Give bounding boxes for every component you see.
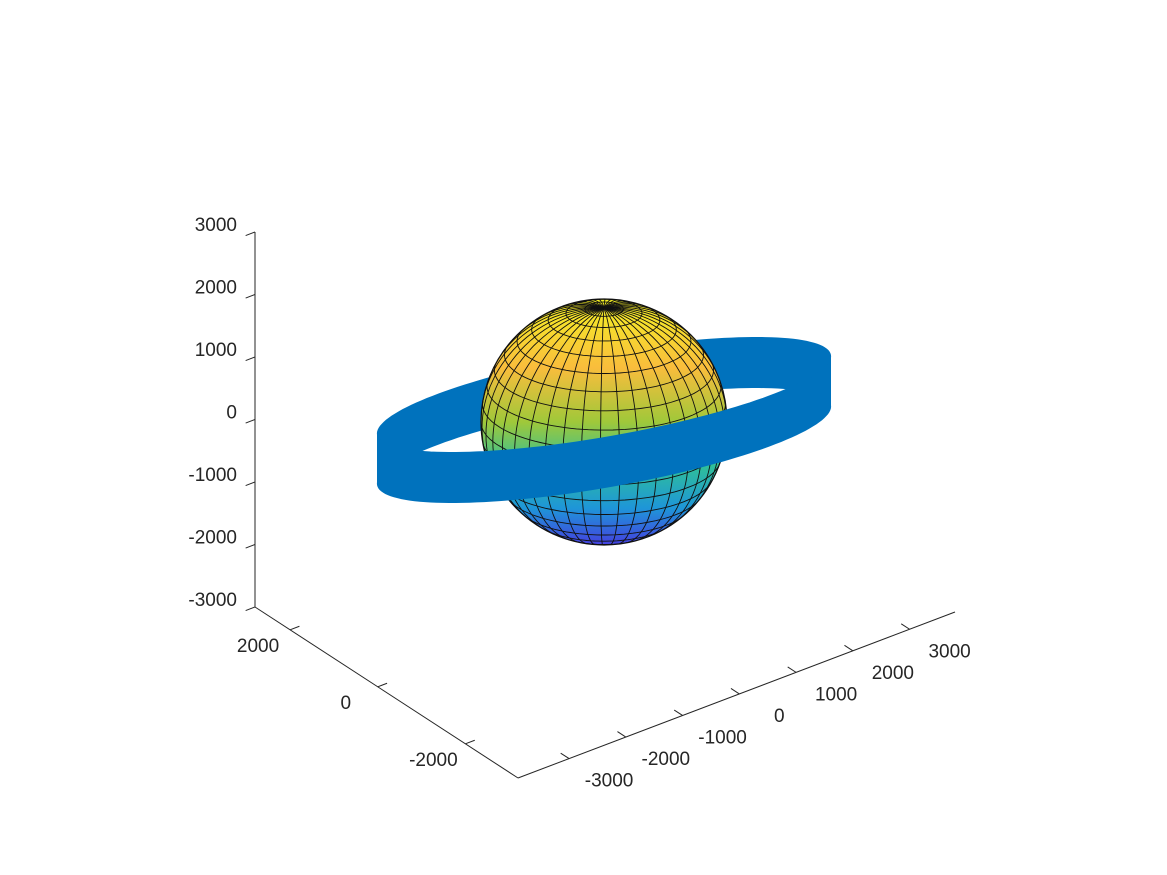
mesh-line [603, 307, 702, 534]
y-tick-label: 2000 [237, 636, 279, 657]
z-tick-label: 2000 [195, 278, 237, 299]
z-tick [245, 606, 256, 612]
z-tick [245, 294, 256, 299]
mesh-line [481, 307, 605, 464]
z-tick [245, 419, 256, 424]
mesh-line [544, 307, 605, 544]
mesh-line [528, 307, 605, 541]
y-tick [465, 739, 475, 745]
x-tick-label: 2000 [872, 663, 914, 684]
x-tick [844, 644, 854, 652]
z-tick-label: -3000 [188, 590, 237, 611]
y-tick-label: 0 [340, 693, 351, 714]
z-tick-label: 3000 [195, 215, 237, 236]
axis-line [254, 606, 519, 779]
y-tick [377, 682, 388, 688]
mesh-line [603, 307, 721, 511]
ring-band [377, 355, 832, 503]
x-tick-label: -3000 [585, 771, 634, 792]
axes [245, 231, 956, 779]
x-tick-label: -1000 [698, 727, 747, 748]
mesh-line [562, 307, 605, 545]
z-tick-label: 0 [226, 403, 237, 424]
z-tick [245, 481, 256, 487]
x-tick-label: 3000 [928, 641, 970, 662]
y-tick-label: -2000 [409, 750, 458, 771]
z-tick [245, 356, 256, 362]
x-tick-label: -2000 [642, 749, 691, 770]
z-tick-label: 1000 [195, 340, 237, 361]
axis-line [517, 611, 956, 779]
mesh-line [502, 307, 605, 530]
x-tick [673, 709, 683, 716]
z-tick [245, 231, 256, 237]
z-tick [245, 544, 256, 549]
x-tick-label: 0 [774, 706, 785, 727]
x-tick [730, 688, 740, 695]
tick-labels: -3000 -2000 -1000 0 1000 2000 3000 -2000 0 2000 -3… [188, 215, 970, 792]
x-tick [617, 731, 627, 738]
mesh-line [542, 528, 666, 542]
mesh-line [603, 307, 713, 525]
x-tick-label: 1000 [815, 684, 857, 705]
x-tick [560, 752, 570, 760]
mesh-line [514, 307, 605, 538]
z-tick-label: -1000 [188, 465, 237, 486]
ring-front [377, 355, 832, 503]
x-tick [787, 666, 797, 673]
y-tick [289, 625, 300, 631]
z-tick-label: -2000 [188, 528, 237, 549]
x-tick [900, 623, 910, 630]
